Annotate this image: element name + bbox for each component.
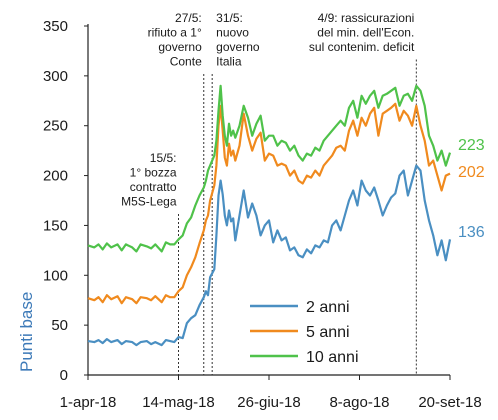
legend-label: 10 anni — [306, 349, 359, 366]
legend: 2 anni 5 anni 10 anni — [250, 299, 359, 366]
annotation-text: rifiuto a 1° — [148, 26, 202, 40]
end-value-label: 202 — [458, 164, 485, 181]
annotation-text: 27/5: — [175, 11, 202, 25]
event-markers — [178, 59, 417, 375]
annotation-text: contratto — [130, 180, 177, 194]
y-axis-label: Punti base — [17, 292, 36, 372]
annotation-text: 1° bozza — [130, 166, 177, 180]
y-tick-labels: 0 50 100 150 200 250 300 350 — [43, 18, 88, 384]
y-tick-label: 150 — [43, 217, 68, 234]
annotation-text: governo — [216, 40, 260, 54]
y-tick-label: 300 — [43, 68, 68, 85]
y-tick-label: 0 — [60, 367, 68, 384]
x-tick-label: 8-ago-18 — [329, 394, 389, 411]
end-value-labels: 136 202 223 — [458, 137, 485, 241]
annotation-text: sul contenim. deficit — [309, 40, 415, 54]
annotation-text: nuovo — [216, 26, 249, 40]
end-value-label: 223 — [458, 137, 485, 154]
x-tick-label: 26-giu-18 — [237, 394, 300, 411]
end-value-label: 136 — [458, 224, 485, 241]
annotation-text: del min. dell'Econ. — [317, 26, 414, 40]
legend-label: 2 anni — [306, 299, 350, 316]
y-tick-label: 250 — [43, 118, 68, 135]
x-tick-labels: 1-apr-18 14-mag-18 26-giu-18 8-ago-18 20-set… — [60, 375, 482, 411]
annotation-text: 15/5: — [150, 151, 177, 165]
annotation-text: M5S-Lega — [121, 195, 177, 209]
annotation-text: Italia — [216, 55, 242, 69]
legend-label: 5 anni — [306, 324, 350, 341]
x-tick-label: 14-mag-18 — [142, 394, 215, 411]
series-lines — [87, 84, 452, 347]
series-line — [87, 84, 452, 253]
y-tick-label: 200 — [43, 168, 68, 185]
annotation-text: Conte — [170, 55, 202, 69]
x-tick-label: 20-set-18 — [418, 394, 481, 411]
annotation-text: 31/5: — [216, 11, 243, 25]
y-tick-label: 350 — [43, 18, 68, 35]
annotation-text: governo — [158, 40, 202, 54]
annotation-text: 4/9: rassicurazioni — [318, 11, 415, 25]
series-line — [87, 164, 452, 347]
y-tick-label: 50 — [51, 317, 68, 334]
series-line — [87, 102, 451, 305]
x-tick-label: 1-apr-18 — [60, 394, 117, 411]
y-tick-label: 100 — [43, 267, 68, 284]
